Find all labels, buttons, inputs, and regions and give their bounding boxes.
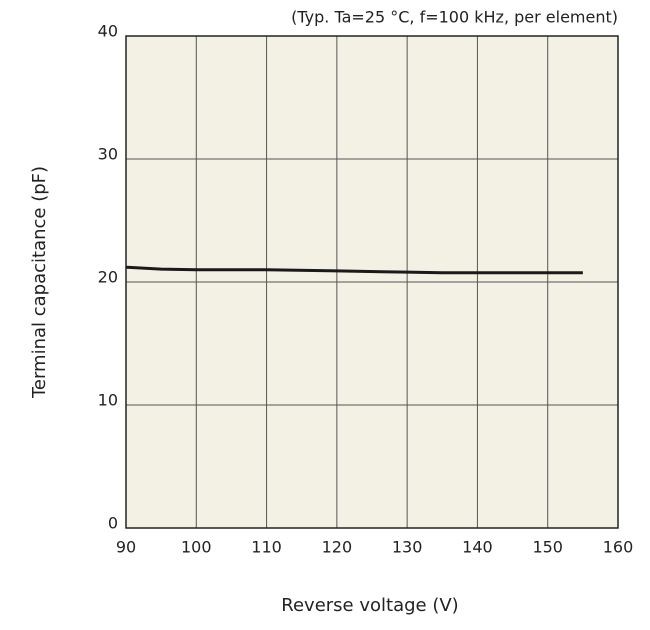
x-tick-label: 120 — [322, 538, 353, 557]
x-tick-label: 150 — [532, 538, 563, 557]
x-tick-label: 160 — [603, 538, 634, 557]
y-tick-label: 30 — [98, 145, 118, 164]
y-tick-label: 0 — [108, 514, 118, 533]
x-tick-label: 110 — [251, 538, 282, 557]
y-tick-label: 40 — [98, 22, 118, 41]
line — [125, 265, 583, 275]
x-axis-label: Reverse voltage (V) — [281, 595, 458, 616]
plot-frame — [125, 35, 619, 529]
y-tick-label: 20 — [98, 268, 118, 287]
x-tick-label: 90 — [116, 538, 136, 557]
x-tick-label: 140 — [462, 538, 493, 557]
y-tick-label: 10 — [98, 391, 118, 410]
x-tick-label: 130 — [392, 538, 423, 557]
y-axis-label: Terminal capacitance (pF) — [29, 166, 50, 399]
annotation: (Typ. Ta=25 °C, f=100 kHz, per element) — [291, 8, 618, 27]
x-tick-label: 100 — [181, 538, 212, 557]
